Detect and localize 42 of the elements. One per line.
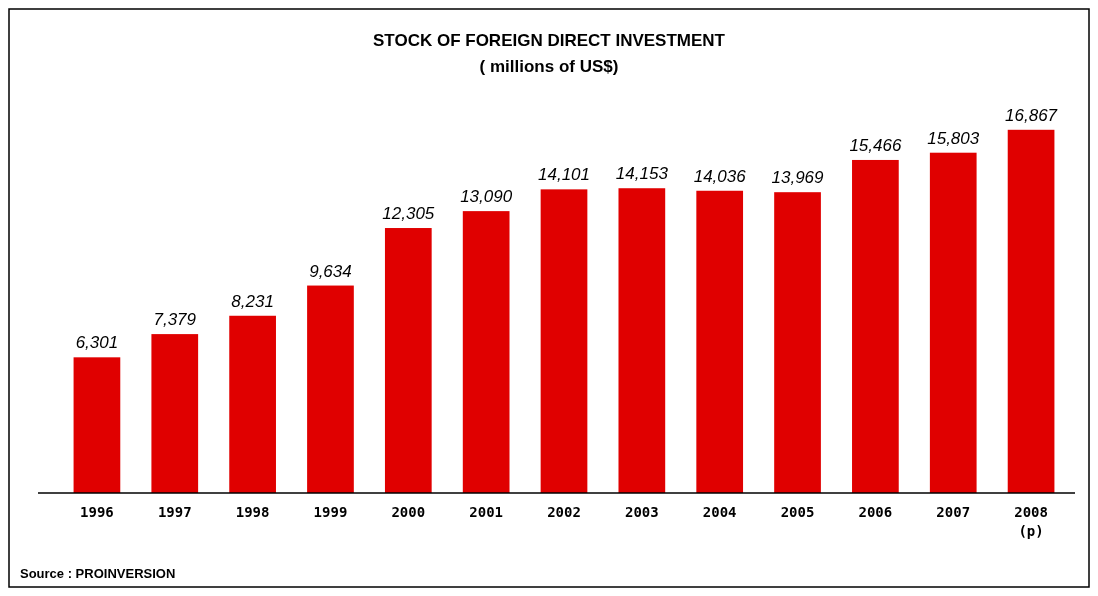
bar xyxy=(307,285,354,493)
bar xyxy=(229,315,276,493)
bar xyxy=(151,334,199,493)
data-label: 15,803 xyxy=(927,128,980,148)
bar xyxy=(73,357,121,493)
bar xyxy=(540,189,588,493)
data-label: 13,969 xyxy=(771,168,825,188)
x-tick-label: 2000 xyxy=(391,504,426,520)
x-tick-label: 2004 xyxy=(702,504,737,520)
x-tick-label: 1997 xyxy=(157,504,192,520)
x-tick-label: 1999 xyxy=(313,504,348,520)
bar xyxy=(462,211,510,493)
chart-subtitle: ( millions of US$) xyxy=(479,57,619,76)
x-tick-label: 2005 xyxy=(780,504,815,520)
x-tick-label: 2003 xyxy=(624,504,659,520)
bar xyxy=(852,159,899,493)
data-label: 12,305 xyxy=(382,204,435,224)
data-label: 9,634 xyxy=(309,261,352,281)
data-label: 14,036 xyxy=(693,166,747,186)
data-label: 6,301 xyxy=(75,333,119,353)
data-label: 8,231 xyxy=(231,291,274,311)
x-tick-label: 2007 xyxy=(936,504,971,520)
source-note: Source : PROINVERSION xyxy=(20,566,176,581)
bar xyxy=(696,190,744,493)
x-tick-label: 2008 (p) xyxy=(1014,504,1048,539)
data-label: 15,466 xyxy=(849,135,902,155)
x-tick-label: 1996 xyxy=(80,504,114,520)
bar xyxy=(774,192,821,493)
bar xyxy=(618,188,666,493)
x-tick-label: 1998 xyxy=(235,504,270,520)
bar xyxy=(929,152,977,493)
x-tick-label: 2006 xyxy=(858,504,893,520)
data-label: 7,379 xyxy=(153,310,197,330)
chart-title: STOCK OF FOREIGN DIRECT INVESTMENT xyxy=(373,31,726,50)
x-tick-label: 2001 xyxy=(469,504,504,520)
data-label: 16,867 xyxy=(1005,105,1058,125)
data-label: 14,101 xyxy=(538,165,590,185)
data-label: 14,153 xyxy=(615,164,669,184)
x-tick-label: 2002 xyxy=(547,504,581,520)
bar xyxy=(384,228,432,493)
data-label: 13,090 xyxy=(460,187,513,207)
bar xyxy=(1007,129,1055,493)
